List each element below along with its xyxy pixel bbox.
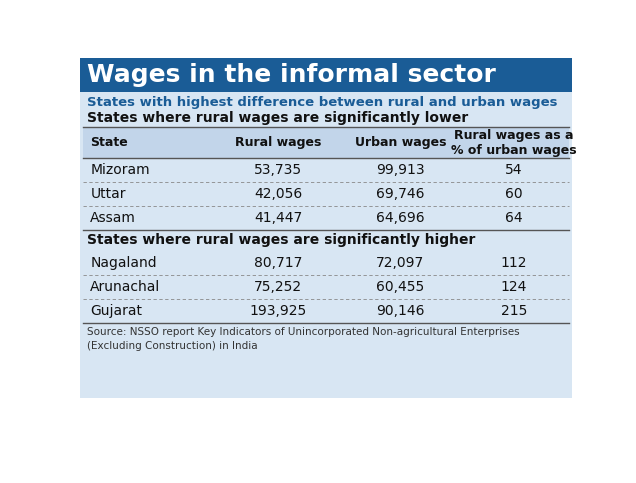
Text: 64: 64	[505, 211, 523, 225]
Text: 124: 124	[501, 280, 527, 294]
Bar	[80, 92, 572, 398]
Text: 215: 215	[501, 304, 527, 318]
Text: 80,717: 80,717	[254, 256, 303, 270]
Text: Source: NSSO report Key Indicators of Unincorporated Non-agricultural Enterprise: Source: NSSO report Key Indicators of Un…	[87, 327, 520, 351]
Text: States where rural wages are significantly lower: States where rural wages are significant…	[87, 111, 469, 125]
Text: Mizoram: Mizoram	[90, 163, 150, 177]
Text: 41,447: 41,447	[254, 211, 302, 225]
Text: Urban wages: Urban wages	[355, 136, 446, 149]
Text: 75,252: 75,252	[254, 280, 302, 294]
Text: Uttar: Uttar	[90, 187, 126, 201]
Bar	[83, 127, 569, 158]
Text: 99,913: 99,913	[376, 163, 425, 177]
Text: Arunachal: Arunachal	[90, 280, 161, 294]
Text: 64,696: 64,696	[376, 211, 425, 225]
Text: States where rural wages are significantly higher: States where rural wages are significant…	[87, 233, 476, 247]
Bar	[80, 58, 572, 92]
Text: 54: 54	[505, 163, 523, 177]
Text: 90,146: 90,146	[376, 304, 425, 318]
Text: 60: 60	[505, 187, 523, 201]
Text: Nagaland: Nagaland	[90, 256, 157, 270]
Bar	[83, 230, 569, 251]
Text: Rural wages as a
% of urban wages: Rural wages as a % of urban wages	[451, 128, 577, 156]
Text: 112: 112	[501, 256, 527, 270]
Text: 193,925: 193,925	[250, 304, 307, 318]
Text: Rural wages: Rural wages	[235, 136, 321, 149]
Text: Assam: Assam	[90, 211, 136, 225]
Text: 42,056: 42,056	[254, 187, 302, 201]
Text: 60,455: 60,455	[377, 280, 424, 294]
Text: 72,097: 72,097	[377, 256, 424, 270]
Text: 69,746: 69,746	[376, 187, 425, 201]
Text: 53,735: 53,735	[254, 163, 302, 177]
Text: States with highest difference between rural and urban wages: States with highest difference between r…	[87, 96, 558, 109]
Text: Wages in the informal sector: Wages in the informal sector	[87, 63, 496, 87]
Text: State: State	[90, 136, 128, 149]
Text: Gujarat: Gujarat	[90, 304, 142, 318]
